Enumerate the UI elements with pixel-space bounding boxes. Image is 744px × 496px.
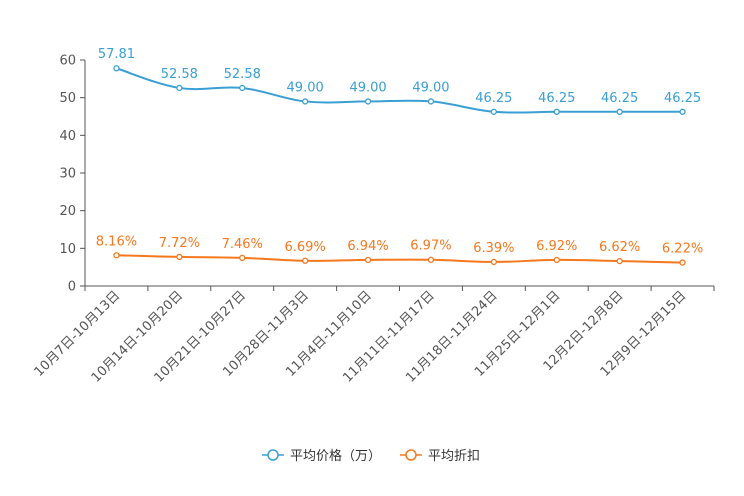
legend-item-1[interactable]: 平均折扣 [400,449,480,464]
data-point[interactable] [679,259,686,266]
data-point[interactable] [364,98,372,105]
data-point[interactable] [553,108,560,115]
data-label: 46.25 [475,91,512,106]
data-label: 7.72% [159,236,200,251]
data-label: 49.00 [349,80,386,95]
legend-item-0[interactable]: 平均价格（万） [262,448,381,464]
legend-marker-icon [267,449,279,461]
data-point[interactable] [364,256,372,264]
y-tick-label: 50 [59,91,76,106]
data-label: 6.39% [473,241,514,256]
series-0: 57.81 52.58 52.58 49.00 49.00 49.00 46.25 46.25… [98,47,701,115]
y-tick-label: 60 [59,54,76,69]
data-point[interactable] [239,254,246,262]
data-label: 6.92% [536,239,577,254]
series-layer: 57.81 52.58 52.58 49.00 49.00 49.00 46.25 46.25… [96,47,703,266]
data-point[interactable] [490,108,498,115]
data-label: 52.58 [224,67,261,82]
data-point[interactable] [176,253,183,261]
data-point[interactable] [490,258,498,266]
data-label: 7.46% [222,237,263,252]
legend-label: 平均折扣 [428,449,480,464]
data-label: 57.81 [98,47,135,62]
data-point[interactable] [113,252,120,259]
data-label: 6.97% [410,239,451,254]
series-1: 8.16% 7.72% 7.46% 6.69% 6.94% 6.97% 6.39% 6.92%… [96,234,703,266]
data-point[interactable] [616,108,623,115]
data-point[interactable] [616,257,623,265]
data-label: 52.58 [161,67,198,82]
data-label: 6.22% [662,242,703,257]
data-label: 6.94% [347,239,388,254]
data-point[interactable] [176,84,183,92]
data-point[interactable] [301,98,309,105]
data-point[interactable] [427,98,435,105]
data-label: 49.00 [412,80,449,95]
data-label: 46.25 [664,91,701,106]
series-line [116,254,683,264]
data-label: 49.00 [287,80,324,95]
data-point[interactable] [553,256,560,264]
legend-label: 平均价格（万） [290,448,381,464]
data-point[interactable] [301,257,309,264]
legend: 平均价格（万） 平均折扣 [262,448,480,464]
data-label: 46.25 [538,91,575,106]
y-tick-label: 30 [59,167,76,182]
data-point[interactable] [239,84,246,92]
data-point[interactable] [679,108,686,115]
series-line [116,67,683,114]
legend-marker-icon [405,449,417,461]
data-point[interactable] [427,256,435,263]
y-tick-label: 40 [59,129,76,144]
y-tick-label: 20 [59,204,76,219]
data-label: 6.62% [599,240,640,255]
data-point[interactable] [113,65,120,72]
y-tick-label: 0 [68,280,76,295]
data-label: 8.16% [96,234,137,249]
data-label: 46.25 [601,91,638,106]
y-tick-label: 10 [59,242,76,257]
data-label: 6.69% [284,240,325,255]
